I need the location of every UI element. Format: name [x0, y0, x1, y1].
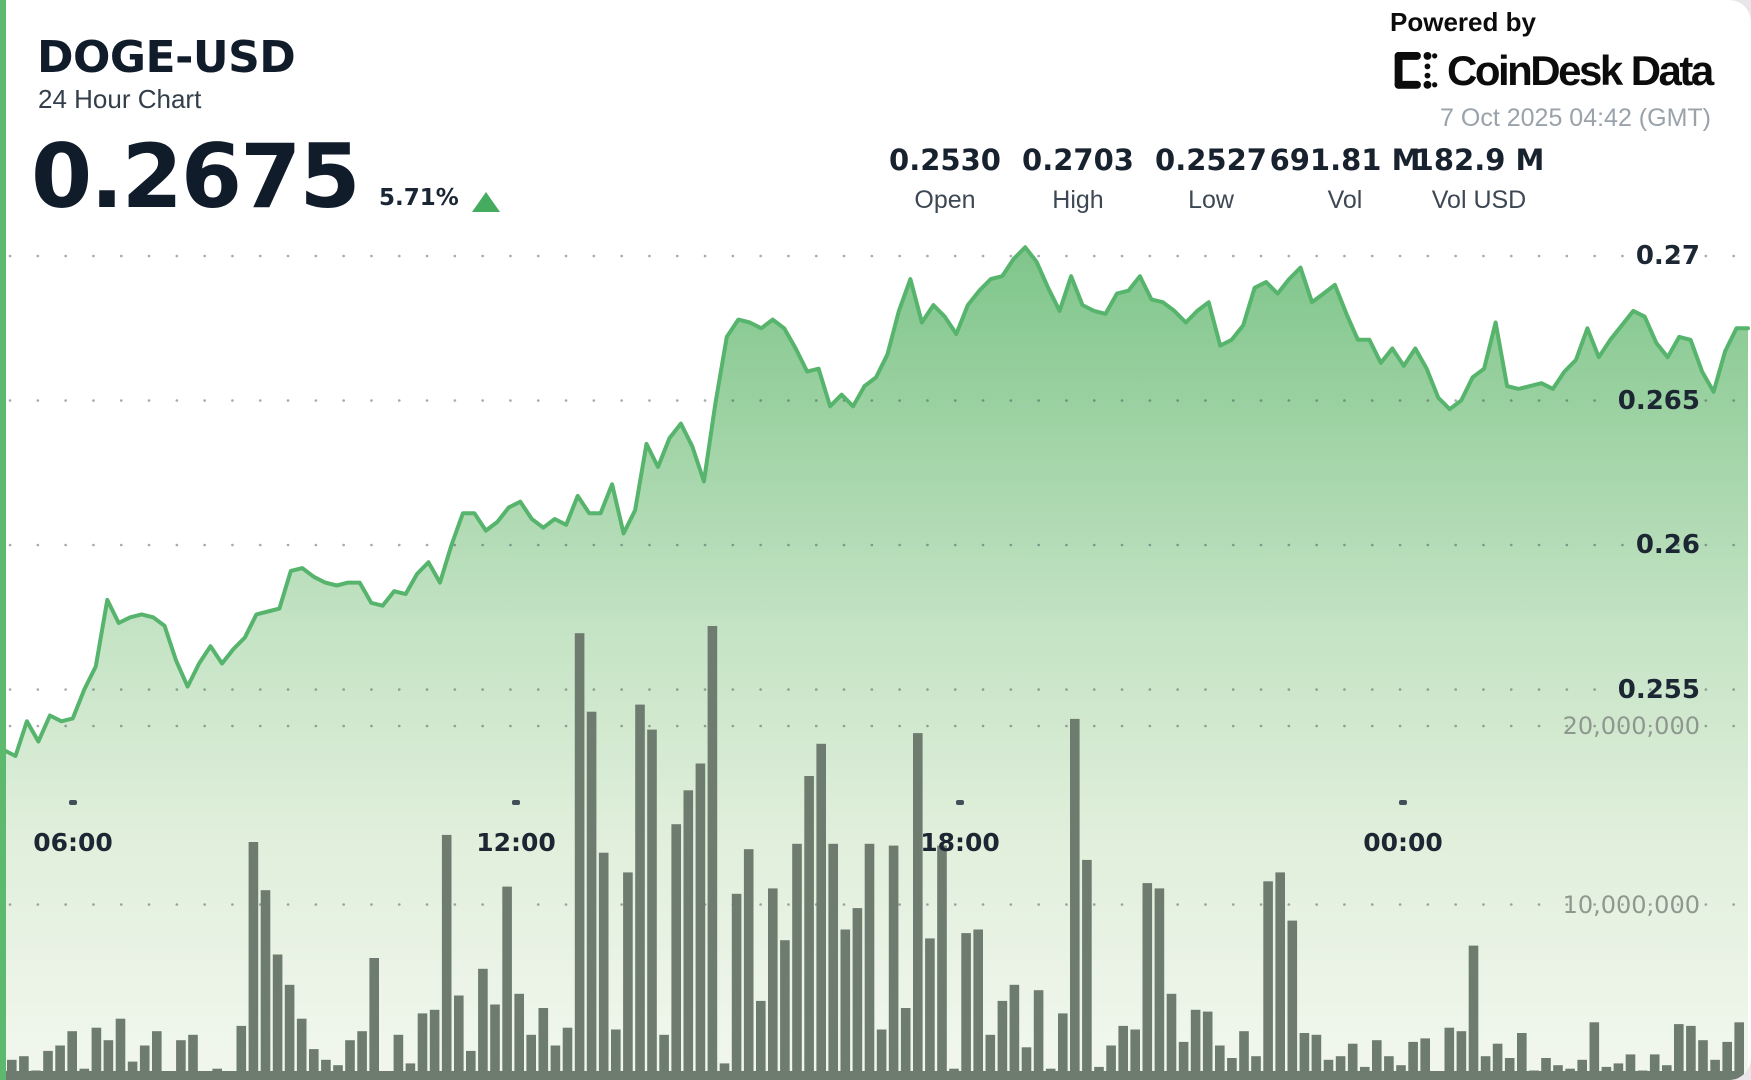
volume-bars	[6, 626, 1744, 1080]
stat-low-value: 0.2527	[1155, 143, 1267, 177]
stat-vol: 691.81 M Vol	[1268, 146, 1422, 213]
change-up-triangle-icon	[472, 192, 500, 212]
stat-vol-usd: 182.9 M Vol USD	[1402, 146, 1556, 213]
powered-by-label: Powered by	[1390, 7, 1536, 37]
stat-open-label: Open	[914, 186, 976, 214]
coindesk-logo: CoinDesk Data	[1392, 47, 1714, 94]
stat-vol-label: Vol	[1327, 186, 1363, 214]
page-title: DOGE-USD	[37, 32, 296, 83]
coindesk-logo-text: CoinDesk Data	[1447, 47, 1714, 94]
stat-low: 0.2527 Low	[1146, 146, 1276, 213]
stat-vol-value: 691.81 M	[1269, 143, 1421, 177]
stat-high-label: High	[1052, 186, 1104, 214]
chart-subtitle: 24 Hour Chart	[38, 84, 202, 114]
current-price: 0.2675	[31, 125, 361, 228]
stat-high: 0.2703 High	[1013, 146, 1143, 213]
stat-open: 0.2530 Open	[880, 146, 1010, 213]
stat-low-label: Low	[1188, 186, 1234, 214]
stat-open-value: 0.2530	[889, 143, 1001, 177]
stat-vol-usd-label: Vol USD	[1431, 186, 1527, 214]
timestamp: 7 Oct 2025 04:42 (GMT)	[1440, 104, 1711, 132]
stat-high-value: 0.2703	[1022, 143, 1134, 177]
coindesk-logo-icon	[1392, 50, 1438, 92]
left-accent-bar	[0, 0, 6, 1080]
change-percent: 5.71%	[379, 185, 459, 211]
price-line	[2, 245, 1750, 758]
price-area	[4, 247, 1748, 1080]
stat-vol-usd-value: 182.9 M	[1413, 143, 1545, 177]
